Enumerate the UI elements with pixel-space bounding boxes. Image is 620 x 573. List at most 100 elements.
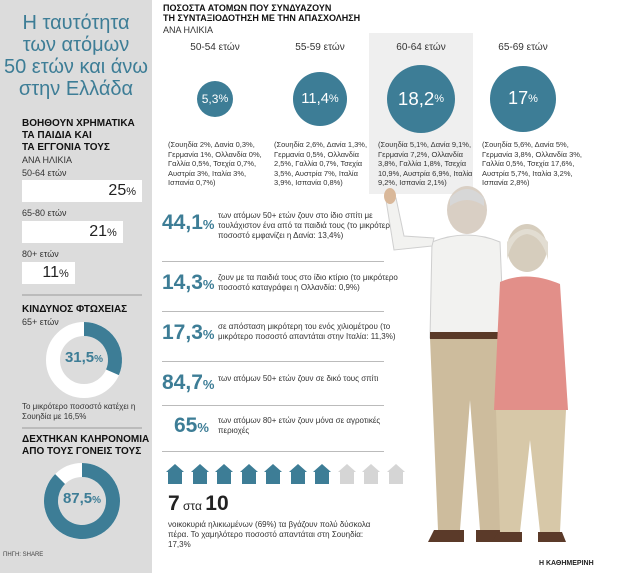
house-icon bbox=[215, 464, 233, 484]
divider bbox=[162, 451, 384, 452]
divider bbox=[162, 311, 384, 312]
house-icon bbox=[337, 464, 356, 484]
bubble-number: 18,2 bbox=[397, 88, 435, 109]
man-hair bbox=[450, 189, 484, 206]
help-bar-value: 21% bbox=[22, 223, 117, 241]
stat-number: 17,3 bbox=[162, 321, 203, 344]
poverty-heading: ΚΙΝΔΥΝΟΣ ΦΤΩΧΕΙΑΣ bbox=[22, 304, 128, 315]
bubble-unit: % bbox=[434, 93, 445, 105]
bubble-unit: % bbox=[528, 92, 538, 105]
help-heading-line: ΤΑ ΕΓΓΟΝΙΑ ΤΟΥΣ bbox=[22, 142, 110, 153]
woman-shoe bbox=[538, 532, 566, 542]
help-bar-unit: % bbox=[59, 268, 69, 280]
main-title-line: στην Ελλάδα bbox=[18, 78, 134, 100]
stat-text: των ατόμων 50+ ετών ζουν σε δικό τους σπ… bbox=[218, 374, 379, 383]
woman-shirt bbox=[494, 276, 568, 410]
col-label: 55-59 ετών bbox=[295, 42, 345, 53]
inheritance-value: 87,5% bbox=[42, 490, 122, 507]
col-note: (Σουηδία 2%, Δανία 0,3%, Γερμανία 1%, Ολ… bbox=[168, 140, 262, 187]
poverty-subheading: 65+ ετών bbox=[22, 317, 59, 327]
woman-shoe bbox=[492, 532, 522, 542]
help-bar bbox=[22, 262, 75, 284]
col-note: (Σουηδία 5,6%, Δανία 5%, Γερμανία 3,8%, … bbox=[482, 140, 582, 187]
stat-number: 44,1 bbox=[162, 211, 203, 234]
employment-bubble: 11,4% bbox=[293, 72, 347, 126]
help-bar-unit: % bbox=[107, 227, 117, 239]
bubble-unit: % bbox=[218, 92, 229, 105]
stat-number: 65 bbox=[174, 414, 198, 437]
main-title: Η ταυτότητα των ατόμων 50 ετών και άνω σ… bbox=[0, 12, 152, 100]
inheritance-heading-line: ΔΕΧΤΗΚΑΝ ΚΛΗΡΟΝΟΜΙΑ bbox=[22, 434, 150, 445]
stat-unit: % bbox=[202, 277, 215, 292]
stat-number: 84,7 bbox=[162, 371, 203, 394]
col-label: 60-64 ετών bbox=[396, 42, 446, 53]
man-hand bbox=[384, 188, 396, 204]
households-mid: στα bbox=[179, 499, 206, 513]
stat-number: 14,3 bbox=[162, 271, 203, 294]
woman-trousers bbox=[496, 410, 566, 532]
help-bar bbox=[22, 180, 142, 202]
help-bar-label: 80+ ετών bbox=[22, 249, 59, 259]
poverty-note: Το μικρότερο ποσοστό κατέχει η Σουηδία μ… bbox=[22, 402, 136, 421]
stat-unit: % bbox=[202, 327, 215, 342]
inheritance-unit: % bbox=[92, 495, 102, 506]
col-note: (Σουηδία 2,6%, Δανία 1,3%, Γερμανία 0,5%… bbox=[274, 140, 368, 187]
help-bar-unit: % bbox=[126, 186, 136, 198]
stat-value: 14,3% bbox=[162, 271, 214, 295]
divider bbox=[22, 427, 142, 429]
elderly-couple-illustration bbox=[384, 186, 568, 542]
house-icon bbox=[190, 464, 209, 484]
divider bbox=[162, 261, 384, 262]
poverty-number: 31,5 bbox=[64, 349, 95, 366]
stat-unit: % bbox=[202, 377, 215, 392]
employment-title-line: ΤΗ ΣΥΝΤΑΞΙΟΔΟΤΗΣΗ ΜΕ ΤΗΝ ΑΠΑΣΧΟΛΗΣΗ bbox=[163, 13, 361, 23]
stat-value: 44,1% bbox=[162, 211, 214, 235]
col-label: 65-69 ετών bbox=[498, 42, 548, 53]
col-label: 50-54 ετών bbox=[190, 42, 240, 53]
divider bbox=[162, 405, 384, 406]
help-bar-number: 25 bbox=[108, 182, 127, 199]
stat-text: των ατόμων 80+ ετών ζουν μόνα σε αγροτικ… bbox=[218, 416, 381, 435]
help-heading: ΒΟΗΘΟΥΝ ΧΡΗΜΑΤΙΚΑ ΤΑ ΠΑΙΔΙΑ ΚΑΙ ΤΑ ΕΓΓΟΝ… bbox=[22, 118, 152, 154]
house-icon bbox=[313, 464, 331, 484]
man-raised-arm bbox=[385, 197, 435, 251]
households-count: 7 bbox=[168, 492, 180, 515]
help-bar-number: 21 bbox=[89, 223, 108, 240]
stat-text: των ατόμων 50+ ετών ζουν στο ίδιο σπίτι … bbox=[218, 211, 395, 240]
households-headline: 7 στα 10 bbox=[168, 492, 229, 516]
house-icon bbox=[362, 464, 380, 484]
employment-subtitle: ΑΝΑ ΗΛΙΚΙΑ bbox=[163, 25, 214, 35]
poverty-value: 31,5% bbox=[44, 349, 124, 366]
man-trousers bbox=[430, 338, 504, 530]
woman-hair bbox=[507, 229, 548, 260]
house-icon bbox=[264, 464, 282, 484]
employment-bubble: 18,2% bbox=[387, 65, 455, 133]
main-title-line: 50 ετών και άνω bbox=[3, 56, 148, 78]
help-heading-line: ΒΟΗΘΟΥΝ ΧΡΗΜΑΤΙΚΑ bbox=[22, 118, 135, 129]
bubble-number: 5,3 bbox=[201, 91, 219, 106]
inheritance-heading-line: ΑΠΟ ΤΟΥΣ ΓΟΝΕΙΣ ΤΟΥΣ bbox=[22, 446, 142, 457]
help-bar-label: 65-80 ετών bbox=[22, 208, 67, 218]
stat-text: ζουν με τα παιδιά τους στο ίδιο κτίριο (… bbox=[218, 273, 398, 292]
help-bar-number: 11 bbox=[42, 264, 60, 281]
help-bar-value: 11% bbox=[22, 264, 69, 282]
stat-value: 17,3% bbox=[162, 321, 214, 345]
bubble-number: 17 bbox=[508, 88, 529, 109]
house-icon bbox=[386, 464, 405, 484]
main-title-line: Η ταυτότητα bbox=[22, 12, 130, 34]
employment-title-line: ΠΟΣΟΣΤΑ ΑΤΟΜΩΝ ΠΟΥ ΣΥΝΔΥΑΖΟΥΝ bbox=[163, 3, 332, 13]
donut-segment bbox=[83, 322, 122, 376]
stat-unit: % bbox=[202, 217, 215, 232]
poverty-unit: % bbox=[94, 354, 104, 365]
donut-segment bbox=[44, 463, 120, 539]
col-note: (Σουηδία 5,1%, Δανία 9,1%, Γερμανία 7,2%… bbox=[378, 140, 473, 187]
divider bbox=[162, 361, 384, 362]
man-belt bbox=[430, 332, 504, 339]
inheritance-number: 87,5 bbox=[62, 490, 93, 507]
man-shirt bbox=[429, 234, 505, 339]
employment-bubble: 5,3% bbox=[196, 80, 234, 118]
man-arm-around bbox=[460, 290, 496, 314]
inheritance-donut bbox=[44, 463, 120, 539]
divider bbox=[22, 294, 142, 296]
bubble-unit: % bbox=[328, 92, 339, 105]
